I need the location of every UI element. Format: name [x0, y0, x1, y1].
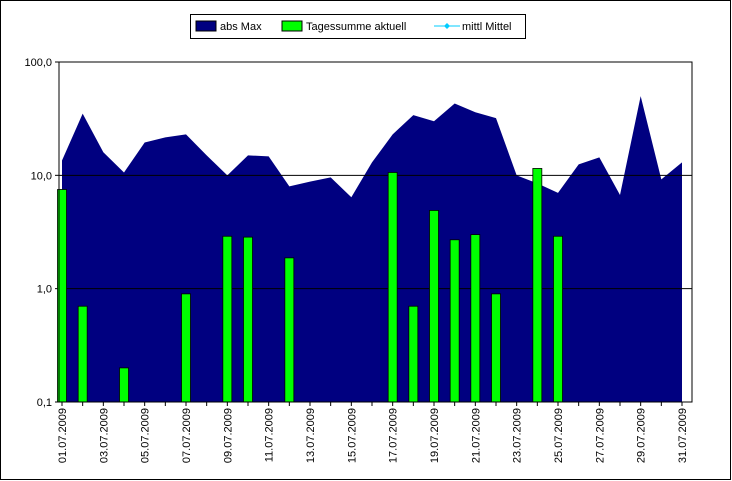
- bar: [408, 305, 419, 403]
- x-tick-label: 05.07.2009: [140, 408, 152, 463]
- bar: [119, 367, 129, 403]
- x-tick-label: 19.07.2009: [429, 408, 441, 463]
- x-tick-label: 23.07.2009: [512, 408, 524, 463]
- y-tick-label: 100,0: [24, 57, 52, 69]
- bar: [77, 305, 88, 403]
- bar: [449, 239, 460, 403]
- x-tick-label: 13.07.2009: [305, 408, 317, 463]
- bar: [553, 235, 563, 403]
- x-tick-label: 25.07.2009: [553, 408, 565, 463]
- legend-swatch: [195, 20, 217, 32]
- x-tick-label: 07.07.2009: [181, 408, 193, 463]
- legend: [190, 14, 526, 39]
- legend-label: abs Max: [220, 21, 262, 33]
- x-tick-label: 29.07.2009: [636, 408, 648, 463]
- bar: [429, 210, 439, 403]
- bar: [387, 172, 398, 403]
- x-tick-label: 03.07.2009: [98, 408, 110, 463]
- legend-label: mittl Mittel: [462, 21, 512, 33]
- bar: [243, 236, 253, 403]
- y-tick-label: 1,0: [37, 284, 52, 296]
- bar: [284, 257, 295, 403]
- legend-label: Tagessumme aktuell: [306, 21, 406, 33]
- bar: [222, 235, 233, 403]
- x-tick-label: 11.07.2009: [264, 408, 276, 462]
- x-tick-label: 17.07.2009: [388, 408, 400, 463]
- area: [62, 96, 682, 402]
- bar: [470, 234, 481, 403]
- x-tick-label: 15.07.2009: [346, 408, 358, 463]
- x-tick-label: 31.07.2009: [677, 408, 689, 463]
- bar: [181, 293, 191, 403]
- x-tick-label: 01.07.2009: [57, 408, 69, 463]
- y-tick-label: 10,0: [31, 170, 52, 182]
- x-tick-label: 09.07.2009: [222, 408, 234, 463]
- legend-marker: [444, 23, 450, 29]
- x-tick-label: 21.07.2009: [470, 408, 482, 463]
- y-tick-label: 0,1: [37, 397, 52, 409]
- legend-swatch: [281, 20, 303, 32]
- bar: [532, 168, 543, 403]
- x-tick-label: 27.07.2009: [594, 408, 606, 463]
- bar: [491, 293, 501, 403]
